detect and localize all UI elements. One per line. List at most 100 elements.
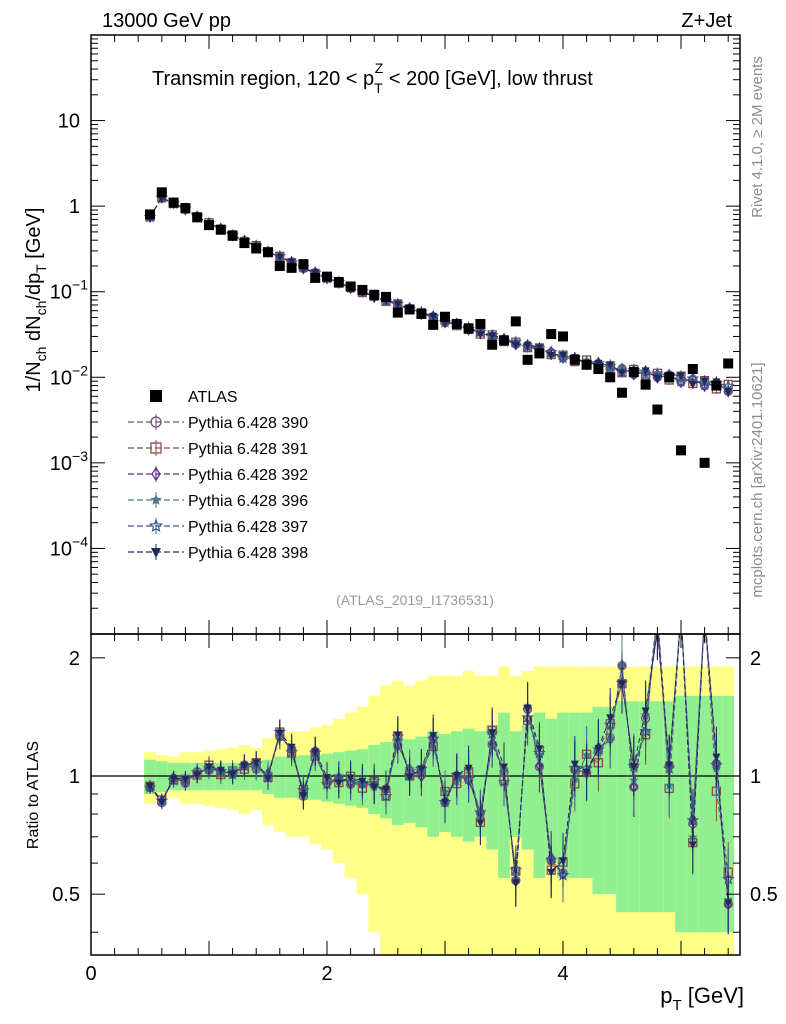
atlas-point xyxy=(227,230,238,241)
plot-title-sup: Z xyxy=(375,60,384,76)
atlas-point xyxy=(617,387,627,398)
atlas-point xyxy=(251,243,262,254)
ratio-band-stat xyxy=(486,724,499,850)
ratio-band-stat xyxy=(285,756,298,798)
atlas-point xyxy=(652,404,663,415)
ratio-band-stat xyxy=(155,761,168,793)
ratio-band-stat xyxy=(521,724,534,850)
ratio-point xyxy=(205,763,213,772)
ratio-data-marks xyxy=(143,608,735,935)
ratio-point xyxy=(677,609,685,617)
ratio-xlabel: pT [GeV] xyxy=(660,983,744,1014)
ratio-point xyxy=(676,608,686,617)
atlas-point xyxy=(723,358,734,369)
atlas-point xyxy=(676,445,686,456)
main-point xyxy=(606,361,615,370)
process-label: Z+Jet xyxy=(681,10,732,32)
energy-label: 13000 GeV pp xyxy=(102,10,231,32)
main-point xyxy=(393,300,402,309)
atlas-point xyxy=(357,284,368,295)
main-ytick-label: 10−3 xyxy=(50,448,88,475)
atlas-point xyxy=(605,372,616,383)
atlas-point xyxy=(145,209,155,220)
ratio-point xyxy=(678,608,684,618)
atlas-point xyxy=(180,203,191,214)
ratio-point xyxy=(677,610,685,618)
ratio-point xyxy=(653,609,661,617)
atlas-point xyxy=(192,212,203,223)
ratio-point xyxy=(157,798,166,807)
main-point xyxy=(724,388,733,397)
ratio-point xyxy=(606,714,615,723)
atlas-point xyxy=(204,220,214,231)
atlas-point xyxy=(369,289,380,300)
plot-title-main: Transmin region, 120 < p xyxy=(152,68,374,90)
main-point xyxy=(559,351,567,360)
main-point xyxy=(523,341,532,350)
main-point xyxy=(535,344,544,353)
legend-label: Pythia 6.428 390 xyxy=(188,415,308,432)
main-panel: 10 1 10−1 10−2 10−3 10−4 Transmin region, 120… xyxy=(23,34,741,635)
ratio-band-stat xyxy=(474,731,487,837)
legend-marker xyxy=(151,548,161,558)
atlas-point xyxy=(487,339,498,350)
legend-label: Pythia 6.428 391 xyxy=(188,441,308,458)
main-series-line xyxy=(149,197,729,392)
ratio-point xyxy=(500,763,508,772)
ratio-xtick-label: 2 xyxy=(321,963,332,985)
ratio-band-stat xyxy=(391,737,404,826)
main-point xyxy=(653,374,662,383)
ratio-band-stat xyxy=(722,695,735,933)
ratio-point xyxy=(653,608,663,617)
main-x-ticks xyxy=(90,35,729,634)
atlas-point xyxy=(640,379,651,390)
ratio-point xyxy=(476,819,485,828)
ratio-ytick-label-left: 0.5 xyxy=(52,884,80,906)
ratio-xtick-label: 4 xyxy=(557,963,568,985)
main-point xyxy=(700,377,709,386)
ratio-band-stat xyxy=(698,695,711,933)
ratio-point xyxy=(193,771,202,780)
ratio-point xyxy=(464,764,473,773)
atlas-point xyxy=(699,457,710,468)
ratio-point xyxy=(311,748,320,757)
ratio-point xyxy=(240,762,249,771)
atlas-point xyxy=(510,316,521,327)
main-ylabel: 1/Nch dNch/dpT [GeV] xyxy=(23,208,49,393)
ratio-y-axis: 0.5 0.5 1 1 2 2 xyxy=(52,648,778,933)
atlas-point xyxy=(263,247,273,258)
main-point xyxy=(639,368,652,381)
ratio-point xyxy=(358,777,367,786)
ratio-point xyxy=(535,745,544,754)
plot-title-sub: T xyxy=(374,80,383,96)
ratio-point xyxy=(169,775,178,784)
atlas-point xyxy=(546,329,557,340)
ratio-point xyxy=(712,753,721,762)
ratio-point xyxy=(701,609,709,617)
ratio-point xyxy=(629,763,638,772)
ratio-band-stat xyxy=(651,701,664,913)
legend-label: Pythia 6.428 397 xyxy=(188,519,308,536)
ratio-point xyxy=(594,744,603,753)
plot-title: Transmin region, 120 < pTZ < 200 [GeV], … xyxy=(152,60,593,96)
main-series-line xyxy=(149,197,729,392)
ratio-point xyxy=(252,759,261,768)
main-point xyxy=(275,253,284,262)
legend: ATLAS Pythia 6.428 390 Pythia 6.428 391 Pyt… xyxy=(128,389,308,562)
mcplots-label: mcplots.cern.ch [arXiv:2401.10621] xyxy=(749,362,766,597)
atlas-point xyxy=(381,291,391,302)
ratio-point xyxy=(677,609,685,617)
atlas-point xyxy=(558,331,568,342)
ratio-point xyxy=(216,766,225,775)
ratio-band-stat xyxy=(273,756,286,798)
atlas-point xyxy=(428,319,439,330)
main-series-line xyxy=(149,197,729,391)
main-point xyxy=(641,367,650,376)
ratio-point xyxy=(547,868,556,877)
atlas-point xyxy=(711,380,722,391)
atlas-point xyxy=(475,318,486,329)
plot-title-end: < 200 [GeV], low thrust xyxy=(383,68,593,90)
ratio-point xyxy=(323,774,331,783)
main-point xyxy=(488,332,497,341)
